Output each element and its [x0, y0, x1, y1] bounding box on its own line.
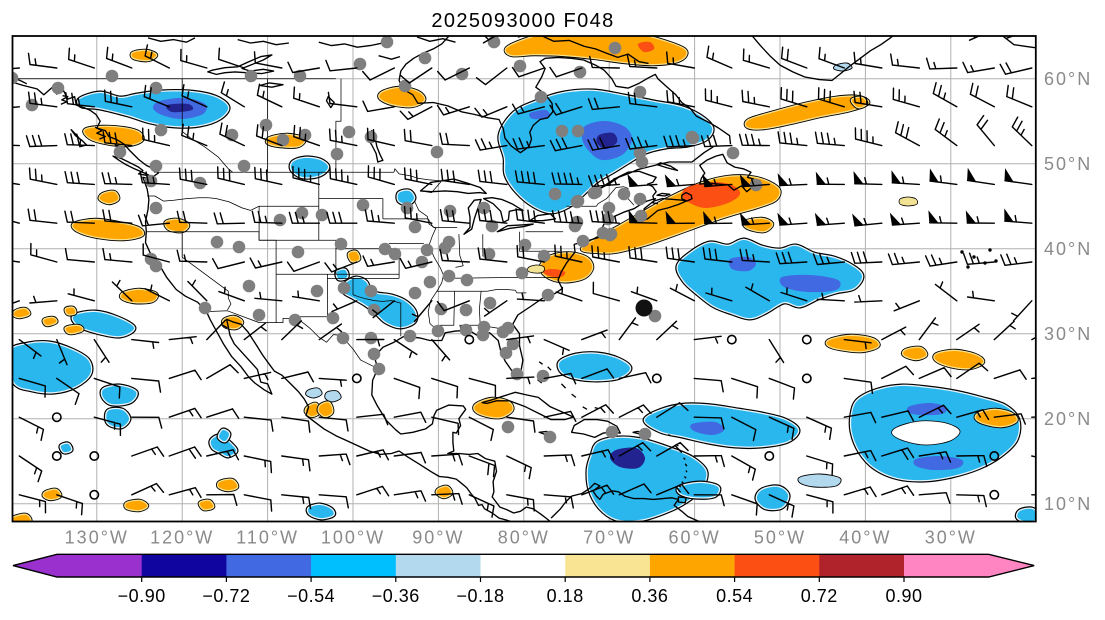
svg-text:80°W: 80°W: [498, 528, 550, 548]
svg-text:70°W: 70°W: [583, 528, 635, 548]
svg-text:0.18: 0.18: [547, 586, 584, 606]
svg-text:20°N: 20°N: [1044, 409, 1092, 429]
svg-text:40°W: 40°W: [839, 528, 891, 548]
svg-text:−0.54: −0.54: [287, 586, 335, 606]
svg-text:60°W: 60°W: [668, 528, 720, 548]
svg-text:130°W: 130°W: [65, 528, 129, 548]
svg-text:0.36: 0.36: [631, 586, 668, 606]
svg-text:120°W: 120°W: [150, 528, 214, 548]
svg-text:−0.90: −0.90: [118, 586, 166, 606]
svg-text:0.72: 0.72: [801, 586, 838, 606]
svg-text:30°W: 30°W: [925, 528, 977, 548]
svg-text:2025093000 F048: 2025093000 F048: [431, 10, 614, 32]
svg-text:110°W: 110°W: [236, 528, 299, 548]
svg-text:10°N: 10°N: [1044, 494, 1092, 514]
svg-text:100°W: 100°W: [321, 528, 385, 548]
svg-text:0.90: 0.90: [885, 586, 922, 606]
svg-text:30°N: 30°N: [1044, 324, 1092, 344]
svg-text:50°W: 50°W: [754, 528, 806, 548]
svg-text:−0.36: −0.36: [372, 586, 420, 606]
svg-text:40°N: 40°N: [1044, 239, 1092, 259]
svg-text:50°N: 50°N: [1044, 154, 1092, 174]
svg-text:−0.72: −0.72: [202, 586, 250, 606]
svg-text:−0.18: −0.18: [456, 586, 504, 606]
svg-text:90°W: 90°W: [412, 528, 464, 548]
svg-text:0.54: 0.54: [716, 586, 753, 606]
svg-text:60°N: 60°N: [1044, 69, 1092, 89]
